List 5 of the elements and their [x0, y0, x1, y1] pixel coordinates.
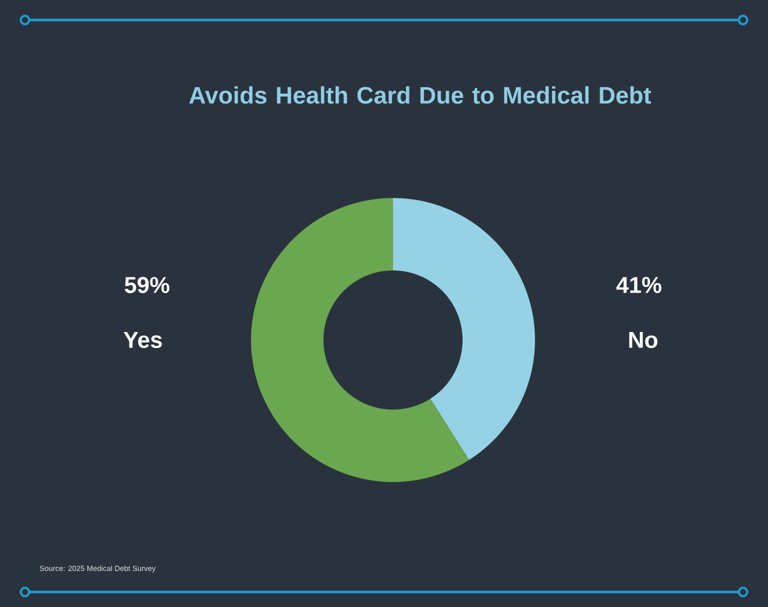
slice-label: No	[629, 332, 658, 348]
slice-label: Yes	[124, 332, 162, 348]
chart-title: Avoids Health Card Due to Medical Debt	[189, 86, 652, 104]
data-label: 59%	[124, 276, 170, 294]
data-label: 41%	[616, 276, 662, 294]
